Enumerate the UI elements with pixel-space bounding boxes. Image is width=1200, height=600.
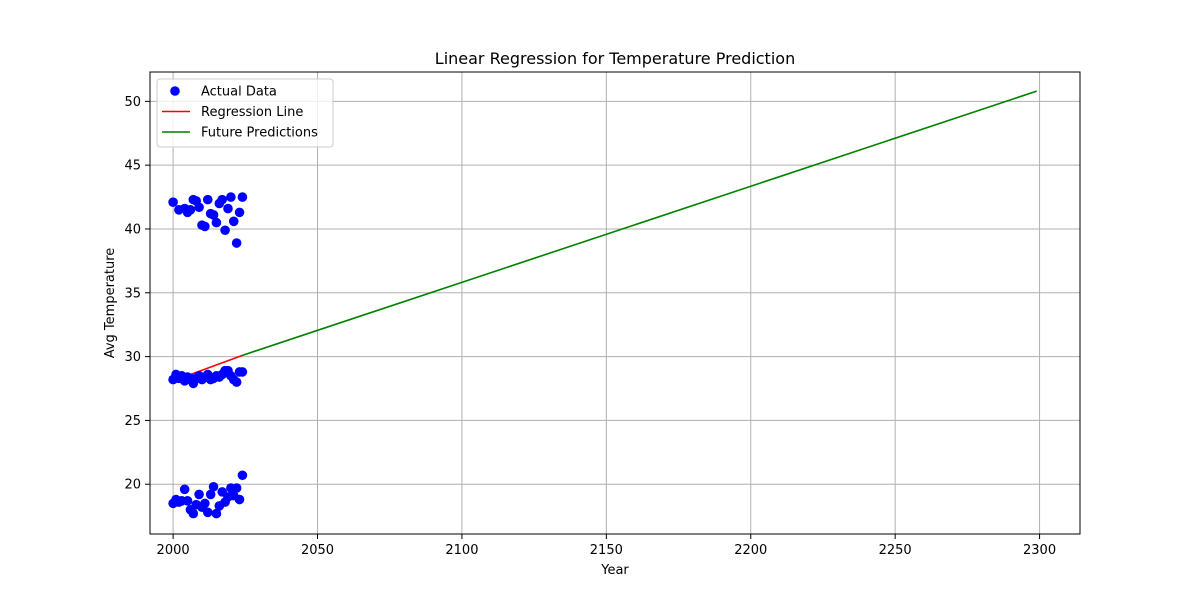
x-tick-label: 2000 (157, 543, 190, 558)
legend-label: Actual Data (201, 85, 277, 100)
data-point (202, 194, 213, 205)
data-point (237, 470, 248, 481)
grid (150, 72, 1080, 534)
y-tick-label: 40 (124, 222, 141, 237)
chart-title: Linear Regression for Temperature Predic… (435, 49, 795, 68)
data-point (234, 207, 245, 218)
data-point (208, 481, 219, 492)
data-point (194, 202, 204, 213)
data-layer (168, 90, 1037, 519)
x-tick-label: 2150 (590, 543, 623, 558)
data-point (168, 197, 178, 207)
y-tick-label: 45 (124, 159, 141, 174)
data-point (231, 483, 242, 493)
data-point (200, 498, 210, 509)
data-point (234, 494, 245, 505)
data-point (211, 217, 222, 228)
data-point (237, 367, 248, 377)
data-point (226, 192, 236, 202)
data-point (179, 484, 190, 495)
data-point (231, 238, 242, 248)
plot-frame (149, 71, 1081, 535)
x-axis-label: Year (600, 563, 629, 578)
legend-label: Regression Line (201, 105, 303, 120)
data-point (211, 508, 222, 519)
legend-box (156, 78, 334, 148)
data-point (217, 194, 228, 205)
legend: Actual Data Regression Line Future Predict… (156, 78, 334, 148)
data-point (220, 225, 230, 236)
y-tick-label: 30 (124, 350, 141, 365)
data-point (188, 508, 199, 519)
x-tick-label: 2100 (445, 543, 478, 558)
data-point (228, 216, 239, 227)
data-point (223, 203, 233, 214)
data-point (182, 496, 193, 506)
data-point (194, 489, 204, 500)
data-point (231, 377, 242, 387)
ticks: 2000 2050 2100 2150 2200 2250 2300 20 25 30 35 40 45… (124, 95, 1056, 558)
legend-marker (170, 86, 180, 96)
y-axis-label: Avg Temperature (103, 248, 118, 359)
legend-label: Future Predictions (201, 126, 318, 141)
data-point (200, 221, 210, 232)
x-tick-label: 2200 (734, 543, 767, 558)
data-point (202, 507, 213, 518)
y-tick-label: 20 (124, 478, 141, 493)
x-tick-label: 2250 (879, 543, 912, 558)
y-tick-label: 50 (124, 95, 141, 110)
y-tick-label: 35 (124, 286, 141, 301)
data-point (205, 489, 216, 500)
future-predictions-line (242, 90, 1037, 357)
data-point (185, 205, 196, 215)
y-tick-label: 25 (124, 414, 141, 429)
x-tick-label: 2300 (1023, 543, 1056, 558)
x-tick-label: 2050 (301, 543, 334, 558)
data-point (237, 192, 248, 202)
data-point (208, 210, 219, 220)
